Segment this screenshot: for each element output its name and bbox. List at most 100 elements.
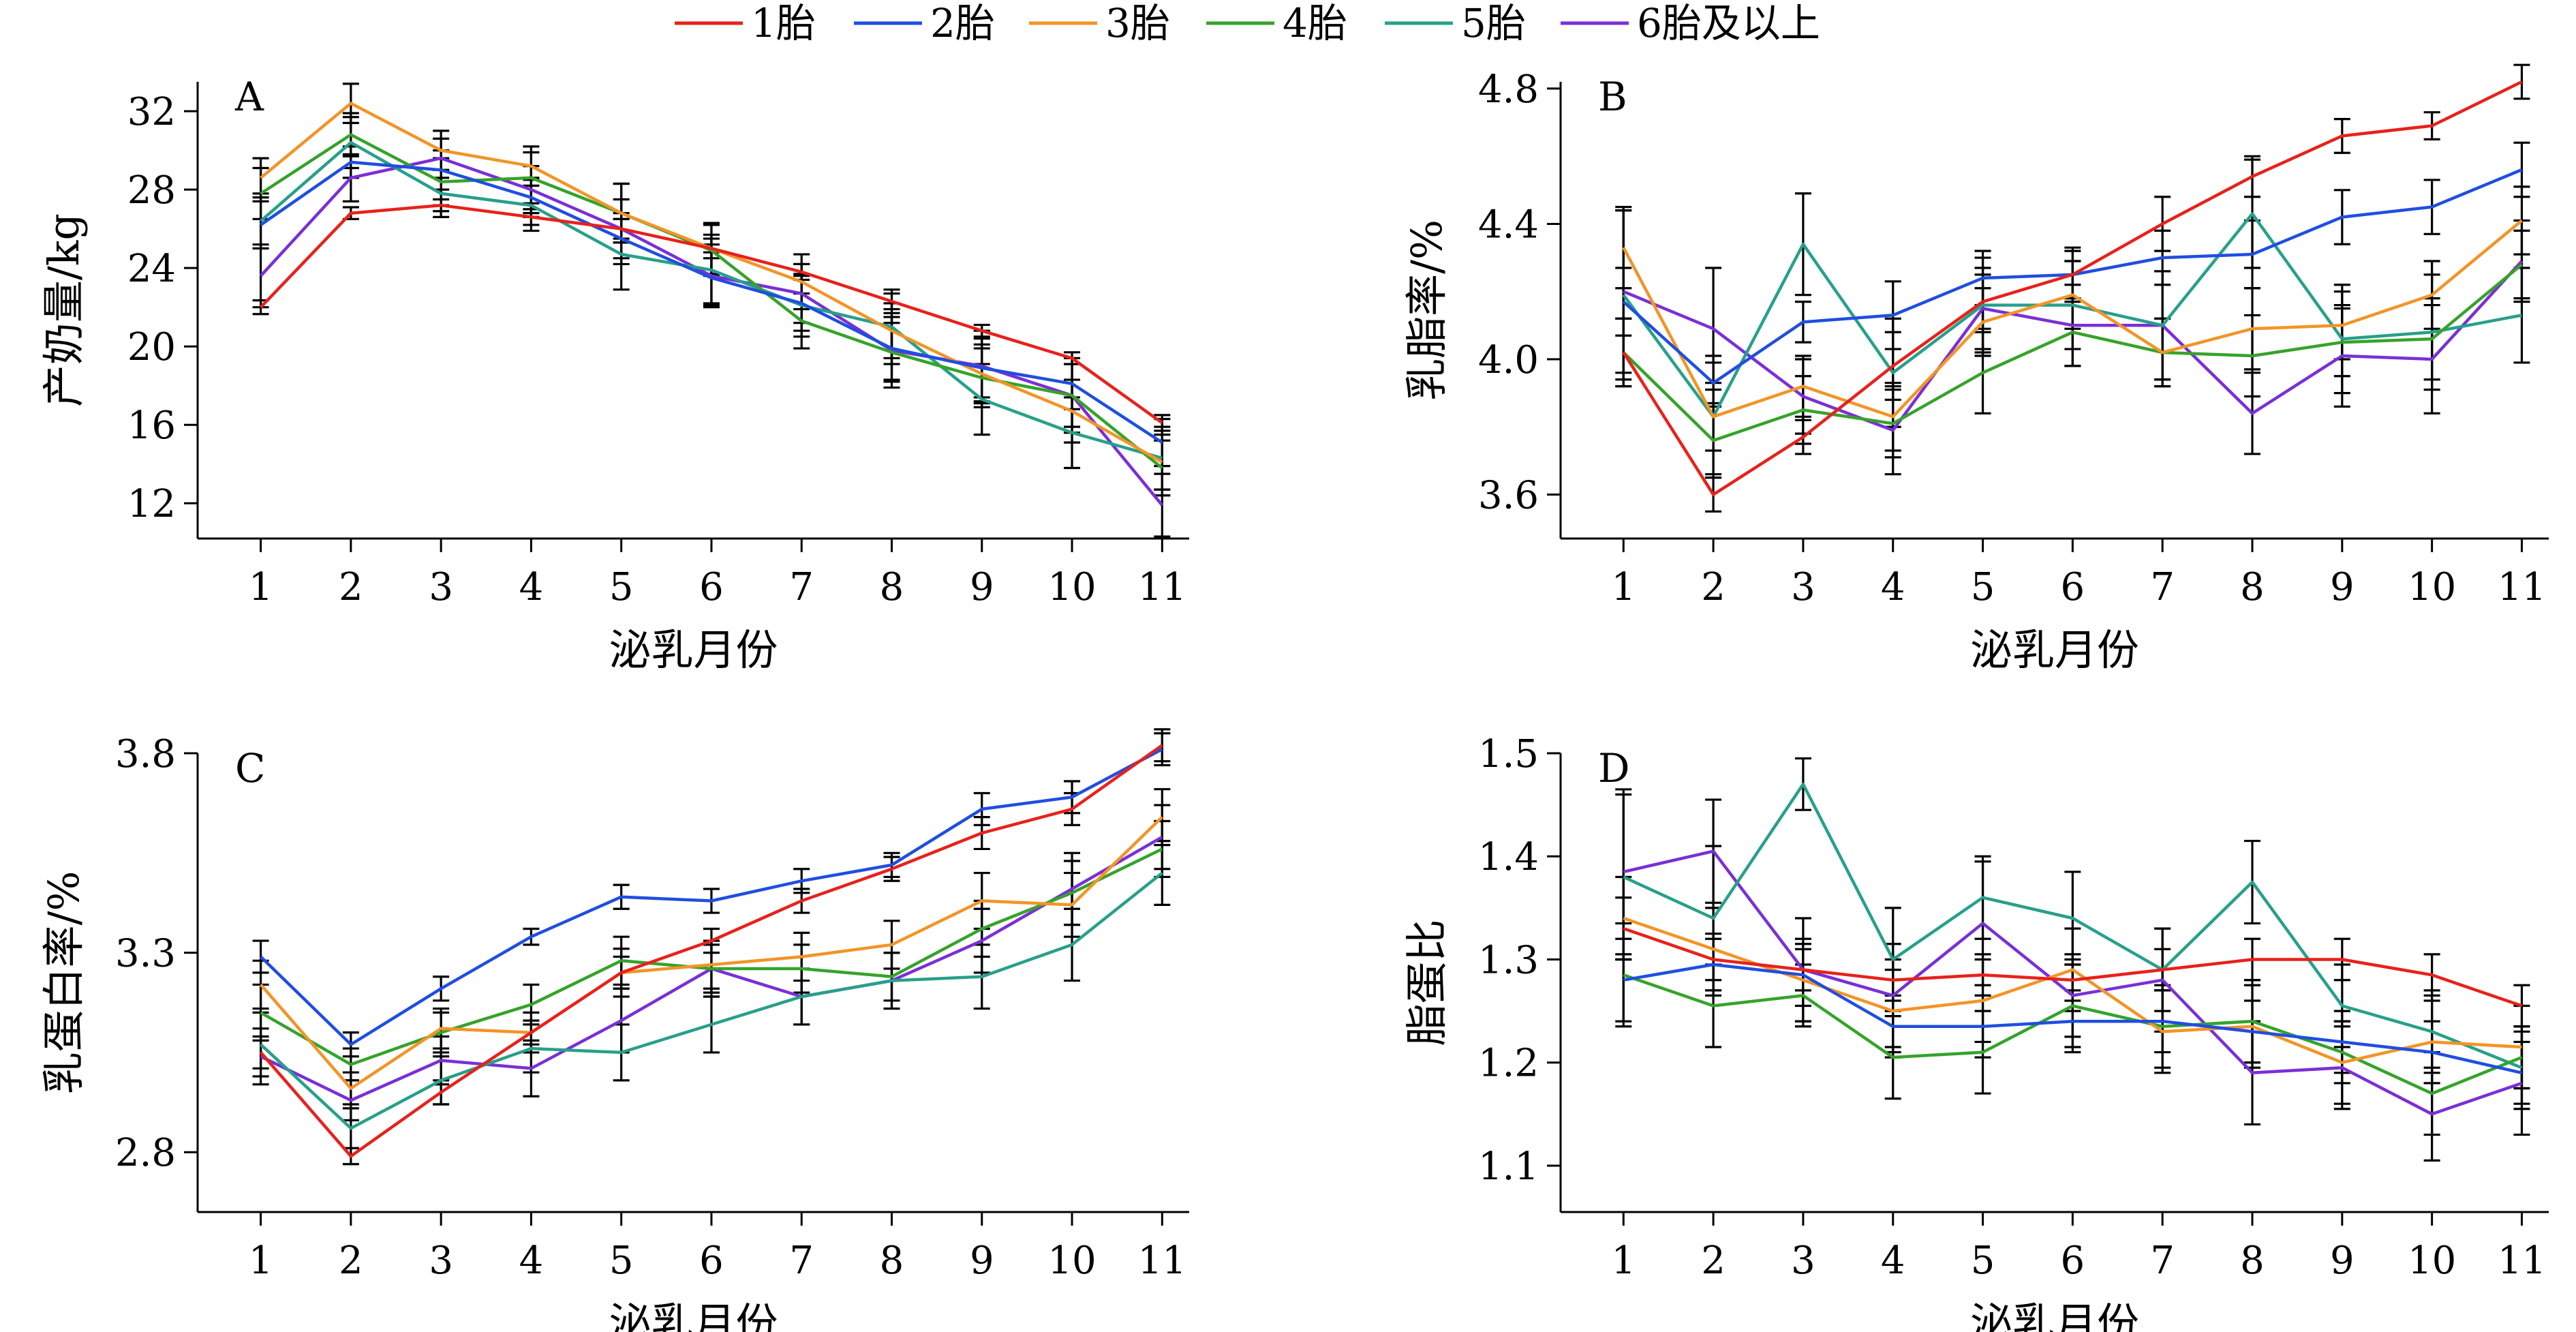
x-tick-label: 11: [1138, 565, 1186, 609]
series-line: [1623, 849, 2523, 1116]
x-tick-label: 4: [519, 1239, 544, 1283]
x-tick-label: 8: [880, 1239, 904, 1283]
x-tick-label: 2: [1701, 1239, 1726, 1283]
x-tick-label: 10: [2408, 565, 2456, 609]
legend-label: 2胎: [930, 0, 995, 46]
x-tick-label: 2: [339, 565, 363, 609]
x-tick-label: 2: [339, 1239, 363, 1283]
y-axis-title: 产奶量/kg: [39, 213, 89, 407]
x-axis-title: 泌乳月份: [609, 625, 778, 675]
legend-item: 5胎: [1385, 0, 1526, 46]
x-tick-label: 9: [2330, 565, 2355, 609]
series-line: [259, 815, 1163, 1090]
x-axis-title: 泌乳月份: [1970, 625, 2139, 675]
x-tick-label: 7: [2150, 1239, 2175, 1283]
y-tick-label: 1.4: [1478, 835, 1539, 879]
x-tick-label: 6: [2061, 565, 2085, 609]
y-tick-label: 4.4: [1478, 202, 1539, 247]
axes: [196, 82, 1189, 540]
legend-item: 3胎: [1029, 0, 1170, 46]
x-tick-label: 9: [2330, 1239, 2355, 1283]
y-tick-label: 1.5: [1478, 732, 1539, 776]
x-tick-label: 11: [1138, 1239, 1186, 1283]
x-tick-label: 7: [2150, 565, 2175, 609]
y-tick-label: 4.8: [1478, 67, 1539, 112]
y-tick-label: 2.8: [115, 1131, 176, 1175]
series-line: [260, 871, 1163, 1130]
y-tick-label: 3.6: [1478, 473, 1539, 517]
y-axis-title: 脂蛋比: [1402, 919, 1452, 1046]
legend-item: 2胎: [854, 0, 995, 46]
series-line: [260, 847, 1163, 1066]
x-tick-label: 8: [2240, 1239, 2265, 1283]
panel-label: B: [1598, 74, 1627, 120]
y-tick-label: 32: [127, 90, 176, 134]
axes: [1559, 82, 2549, 540]
x-tick-label: 8: [2240, 565, 2265, 609]
legend: 1胎 2胎 3胎 4胎 5胎 6胎及以上: [675, 0, 1820, 46]
x-tick-label: 4: [1881, 565, 1905, 609]
error-bars: [1615, 757, 2530, 1162]
error-bars: [1615, 63, 2530, 513]
x-tick-label: 1: [1611, 565, 1636, 609]
y-tick-label: 4.0: [1478, 338, 1539, 382]
series-line: [260, 140, 1163, 460]
x-tick-label: 3: [429, 1239, 453, 1283]
legend-item: 6胎及以上: [1561, 0, 1820, 46]
series-line: [1623, 260, 2524, 432]
series-line: [1622, 80, 2523, 496]
x-tick-label: 4: [519, 565, 544, 609]
y-tick-label: 16: [127, 404, 176, 448]
x-tick-label: 6: [699, 1239, 724, 1283]
x-tick-label: 5: [609, 565, 634, 609]
x-tick-label: 5: [609, 1239, 634, 1283]
legend-label: 3胎: [1105, 0, 1170, 46]
x-tick-label: 3: [1791, 565, 1815, 609]
x-axis-title: 泌乳月份: [609, 1299, 778, 1332]
axes: [1559, 753, 2549, 1213]
legend-item: 4胎: [1206, 0, 1347, 46]
x-tick-label: 1: [249, 1239, 273, 1283]
x-tick-label: 5: [1971, 1239, 1995, 1283]
legend-label: 4胎: [1283, 0, 1347, 46]
x-tick-label: 2: [1701, 565, 1726, 609]
x-tick-label: 3: [429, 565, 453, 609]
series-line: [1622, 219, 2523, 419]
chart-panel-c: 2.8 3.3 3.8 1 2 3 4 5 6 7 8 9 10 11 泌乳月份 乳蛋白率/% C: [39, 728, 1189, 1332]
series-line: [259, 203, 1163, 425]
series-line: [1623, 916, 2522, 1064]
x-tick-label: 1: [1611, 1239, 1636, 1283]
x-tick-label: 11: [2498, 1239, 2546, 1283]
x-tick-label: 10: [1047, 565, 1096, 609]
series-line: [1623, 783, 2523, 1070]
chart-panel-d: 1.1 1.2 1.3 1.4 1.5 1 2 3 4 5 6 7 8 9 10 11 泌乳月份 脂蛋比 D: [1402, 732, 2549, 1332]
y-axis-title: 乳脂率/%: [1402, 220, 1452, 401]
x-tick-label: 9: [970, 1239, 994, 1283]
series-line: [260, 748, 1163, 1046]
series-line: [260, 160, 1163, 444]
y-axis-title: 乳蛋白率/%: [39, 871, 89, 1095]
x-axis-title: 泌乳月份: [1970, 1299, 2139, 1332]
series-line: [259, 744, 1163, 1158]
x-tick-label: 10: [1047, 1239, 1096, 1283]
y-tick-label: 24: [127, 247, 176, 291]
series-line: [1622, 263, 2523, 442]
panel-label: A: [234, 74, 264, 120]
x-tick-label: 11: [2498, 565, 2546, 609]
axes: [196, 753, 1189, 1213]
x-tick-label: 7: [789, 565, 814, 609]
y-tick-label: 3.8: [115, 732, 176, 776]
series-line: [1622, 212, 2522, 419]
y-tick-label: 3.3: [115, 932, 176, 976]
x-tick-label: 9: [970, 565, 994, 609]
x-tick-label: 6: [2061, 1239, 2085, 1283]
x-tick-label: 8: [880, 565, 904, 609]
error-bars: [252, 728, 1171, 1166]
x-tick-label: 4: [1881, 1239, 1905, 1283]
y-tick-label: 20: [127, 325, 176, 369]
panel-label: D: [1598, 745, 1630, 791]
legend-label: 5胎: [1461, 0, 1526, 46]
series-line: [1623, 973, 2523, 1095]
